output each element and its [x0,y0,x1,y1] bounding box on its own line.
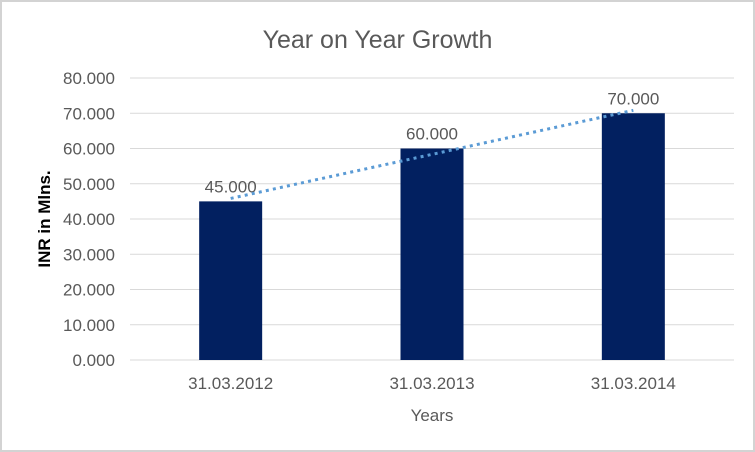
y-tick-label: 0.000 [72,351,115,370]
bar-value-label: 45.000 [205,177,257,196]
y-tick-label: 10.000 [63,316,115,335]
y-tick-label: 50.000 [63,175,115,194]
bar-value-label: 60.000 [406,125,458,144]
y-tick-label: 30.000 [63,245,115,264]
y-tick-label: 20.000 [63,281,115,300]
bar [601,113,665,360]
x-tick-label: 31.03.2014 [591,374,676,393]
chart-title: Year on Year Growth [262,26,493,54]
x-tick-label: 31.03.2012 [188,374,273,393]
bar-value-label: 70.000 [607,89,659,108]
bar [199,201,263,360]
x-axis-title: Years [410,406,454,425]
bar [400,148,464,360]
y-tick-label: 80.000 [63,69,115,88]
y-tick-label: 40.000 [63,210,115,229]
y-tick-label: 70.000 [63,104,115,123]
y-tick-label: 60.000 [63,140,115,159]
x-tick-label: 31.03.2013 [389,374,474,393]
